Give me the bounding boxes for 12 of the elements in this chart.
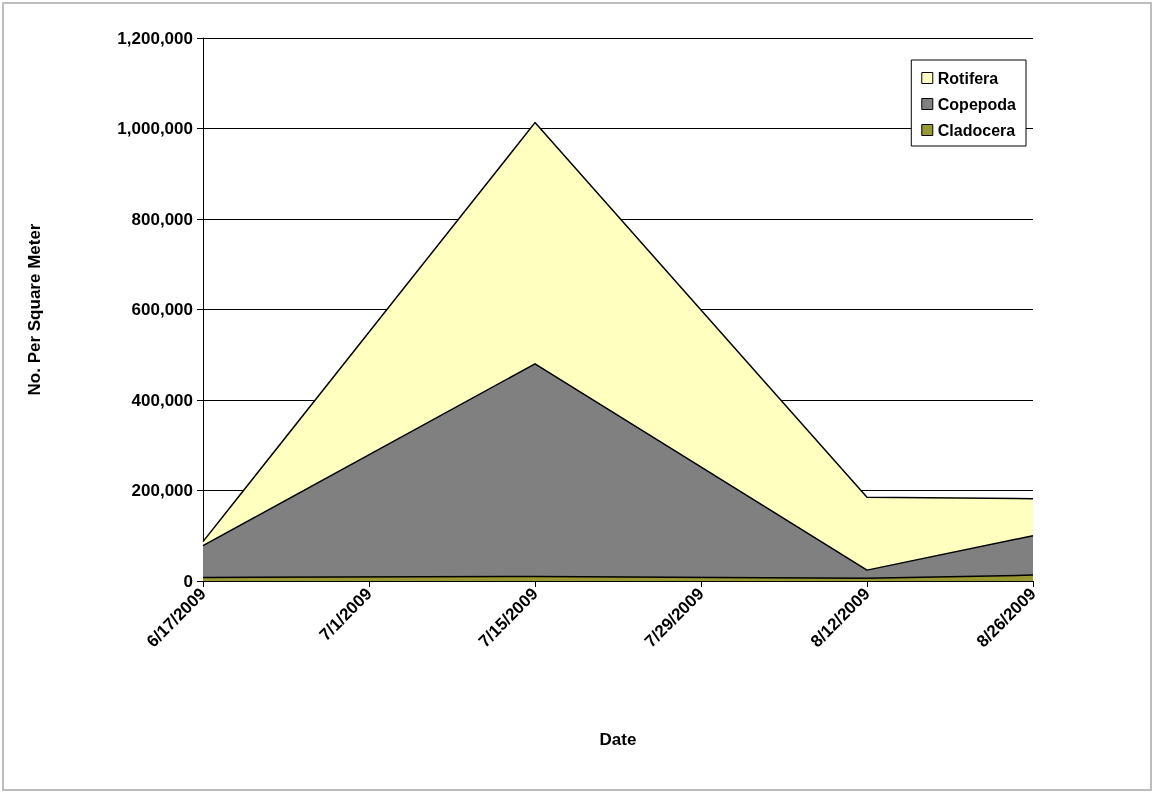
y-axis-title: No. Per Square Meter xyxy=(25,223,44,396)
y-tick-label: 1,000,000 xyxy=(117,119,193,138)
x-axis-title: Date xyxy=(599,730,637,749)
y-tick-label: 400,000 xyxy=(131,390,193,410)
y-tick-label: 800,000 xyxy=(131,209,193,229)
legend-label: Cladocera xyxy=(937,121,1016,139)
legend-label: Copepoda xyxy=(937,95,1017,113)
y-tick-label: 0 xyxy=(183,571,193,591)
y-tick-label: 600,000 xyxy=(131,300,193,319)
legend-label: Rotifera xyxy=(937,69,999,87)
y-tick-label: 200,000 xyxy=(131,481,193,500)
y-tick-label: 1,200,000 xyxy=(117,28,193,48)
